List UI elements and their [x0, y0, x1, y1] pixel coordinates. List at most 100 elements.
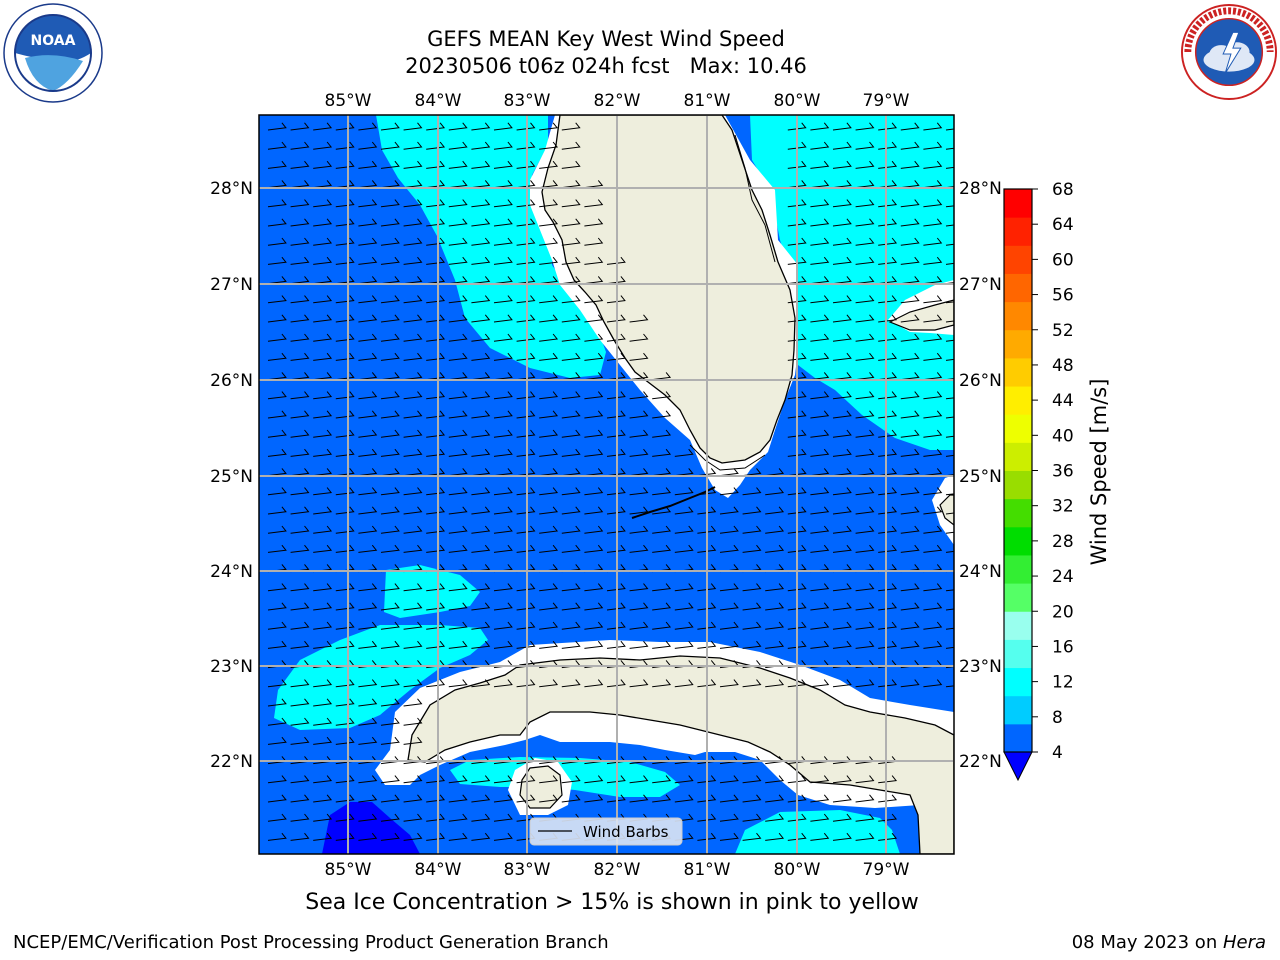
wind-barb — [403, 122, 423, 131]
wind-barb — [765, 583, 785, 592]
wind-barb — [787, 352, 807, 361]
wind-barb — [629, 775, 649, 784]
wind-barb — [923, 180, 943, 189]
wind-barb — [358, 429, 378, 438]
wind-barb — [267, 141, 287, 150]
wind-barb — [561, 429, 581, 438]
lon-label-top: 85°W — [325, 91, 372, 111]
wind-barb — [832, 160, 852, 169]
wind-barb — [380, 391, 400, 400]
wind-barb — [267, 813, 287, 822]
wind-barb — [719, 832, 739, 841]
colorbar-segment — [1004, 695, 1032, 725]
wind-barb — [358, 602, 378, 611]
wind-barb — [313, 717, 333, 726]
wind-barb — [900, 372, 920, 381]
land-isle-of-youth — [519, 765, 563, 809]
wind-barb — [539, 237, 559, 246]
wind-barb — [900, 640, 920, 649]
colorbar-label: Wind Speed [m/s] — [1087, 379, 1111, 566]
wind-barb — [855, 468, 875, 477]
wind-barb — [267, 468, 287, 477]
wind-barb — [584, 352, 604, 361]
wind-barb — [471, 621, 491, 630]
wind-barb — [539, 218, 559, 227]
wind-barb — [267, 180, 287, 189]
wind-barb — [878, 448, 898, 457]
wind-barb — [380, 429, 400, 438]
wind-barb — [471, 544, 491, 553]
wind-barb — [832, 487, 852, 496]
wind-barb — [945, 685, 954, 688]
wind-barb — [697, 525, 717, 534]
wind-barb — [719, 468, 739, 477]
wind-barb — [335, 160, 355, 169]
wind-barb — [539, 429, 559, 438]
wind-barb — [448, 640, 468, 649]
wind-barb — [267, 640, 287, 649]
wind-barb — [923, 429, 943, 438]
wind-barb — [313, 333, 333, 342]
wind-barb — [516, 256, 536, 265]
wind-barb — [629, 333, 649, 342]
florida-bay-detail — [689, 444, 766, 471]
wind-barb — [358, 122, 378, 131]
wind-barb — [810, 333, 830, 342]
wind-barb — [719, 602, 739, 611]
wind-barb — [313, 640, 333, 649]
lon-label-top: 82°W — [594, 91, 641, 111]
wind-barb — [335, 218, 355, 227]
wind-barb — [697, 813, 717, 822]
land-andros — [939, 494, 954, 526]
wind-barb — [403, 333, 423, 342]
wind-barb — [516, 314, 536, 323]
wind-barb — [923, 679, 943, 688]
wind-barb — [313, 372, 333, 381]
wind-barb — [290, 544, 310, 553]
wind-barb — [855, 410, 875, 419]
wind-barb — [832, 775, 852, 784]
wind-barb — [267, 717, 287, 726]
wind-barb — [923, 448, 943, 457]
wind-barb — [878, 506, 898, 515]
wind-barb — [290, 314, 310, 323]
wind-barb — [787, 314, 807, 323]
wind-barb — [493, 583, 513, 592]
wind-barb — [448, 199, 468, 208]
wind-barb — [742, 621, 762, 630]
footer-date: 08 May 2023 on Hera — [1072, 932, 1266, 953]
wind-barb — [448, 122, 468, 131]
wind-barb — [584, 794, 604, 803]
wind-barb — [787, 679, 807, 688]
wind-barb — [787, 602, 807, 611]
wind-barb — [878, 180, 898, 189]
wind-barb — [313, 736, 333, 745]
wind-barb — [945, 397, 954, 400]
wind-barb — [787, 237, 807, 246]
wind-barb — [945, 166, 954, 169]
wind-barb — [584, 218, 604, 227]
wind-barb — [426, 199, 446, 208]
wind-barb — [493, 640, 513, 649]
wind-barb — [945, 147, 954, 150]
wind-barb — [403, 794, 423, 803]
wind-barb — [810, 640, 830, 649]
wind-barb — [855, 448, 875, 457]
wind-barb — [539, 583, 559, 592]
wind-barb — [584, 583, 604, 592]
wind-barb — [606, 448, 626, 457]
wind-barb — [335, 775, 355, 784]
wind-barb — [403, 832, 423, 841]
wind-barb — [335, 525, 355, 534]
wind-barb — [945, 608, 954, 611]
wind-barb — [697, 468, 717, 477]
wind-barb — [878, 794, 898, 803]
wind-barb — [810, 448, 830, 457]
wind-barb — [380, 410, 400, 419]
wind-barb — [448, 352, 468, 361]
wind-barb — [878, 487, 898, 496]
wind-barb — [313, 602, 333, 611]
wind-barbs — [267, 122, 954, 841]
wind-barb — [855, 352, 875, 361]
wind-barb — [787, 832, 807, 841]
